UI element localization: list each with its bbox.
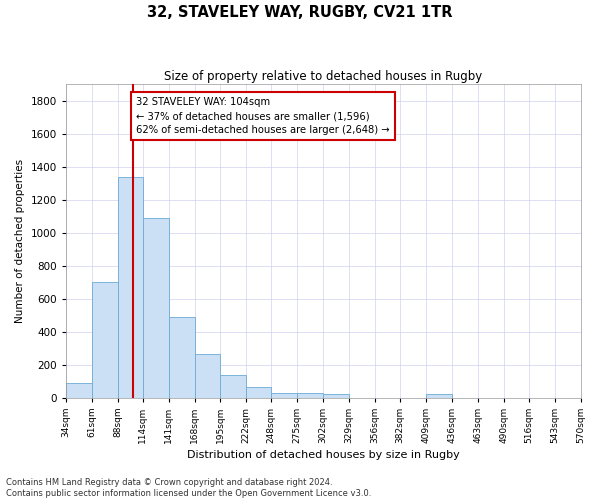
Bar — [426, 394, 452, 398]
Text: Contains HM Land Registry data © Crown copyright and database right 2024.
Contai: Contains HM Land Registry data © Crown c… — [6, 478, 371, 498]
Bar — [323, 394, 349, 398]
Title: Size of property relative to detached houses in Rugby: Size of property relative to detached ho… — [164, 70, 482, 83]
Bar — [66, 383, 92, 398]
Text: 32 STAVELEY WAY: 104sqm
← 37% of detached houses are smaller (1,596)
62% of semi: 32 STAVELEY WAY: 104sqm ← 37% of detache… — [136, 98, 389, 136]
Bar — [143, 218, 169, 398]
Bar — [118, 176, 143, 398]
Bar — [92, 282, 118, 398]
Bar — [220, 376, 247, 398]
Bar — [297, 392, 323, 398]
Bar — [247, 387, 271, 398]
Text: 32, STAVELEY WAY, RUGBY, CV21 1TR: 32, STAVELEY WAY, RUGBY, CV21 1TR — [147, 5, 453, 20]
Bar — [194, 354, 220, 398]
X-axis label: Distribution of detached houses by size in Rugby: Distribution of detached houses by size … — [187, 450, 460, 460]
Y-axis label: Number of detached properties: Number of detached properties — [15, 159, 25, 323]
Bar — [271, 392, 297, 398]
Bar — [169, 317, 194, 398]
